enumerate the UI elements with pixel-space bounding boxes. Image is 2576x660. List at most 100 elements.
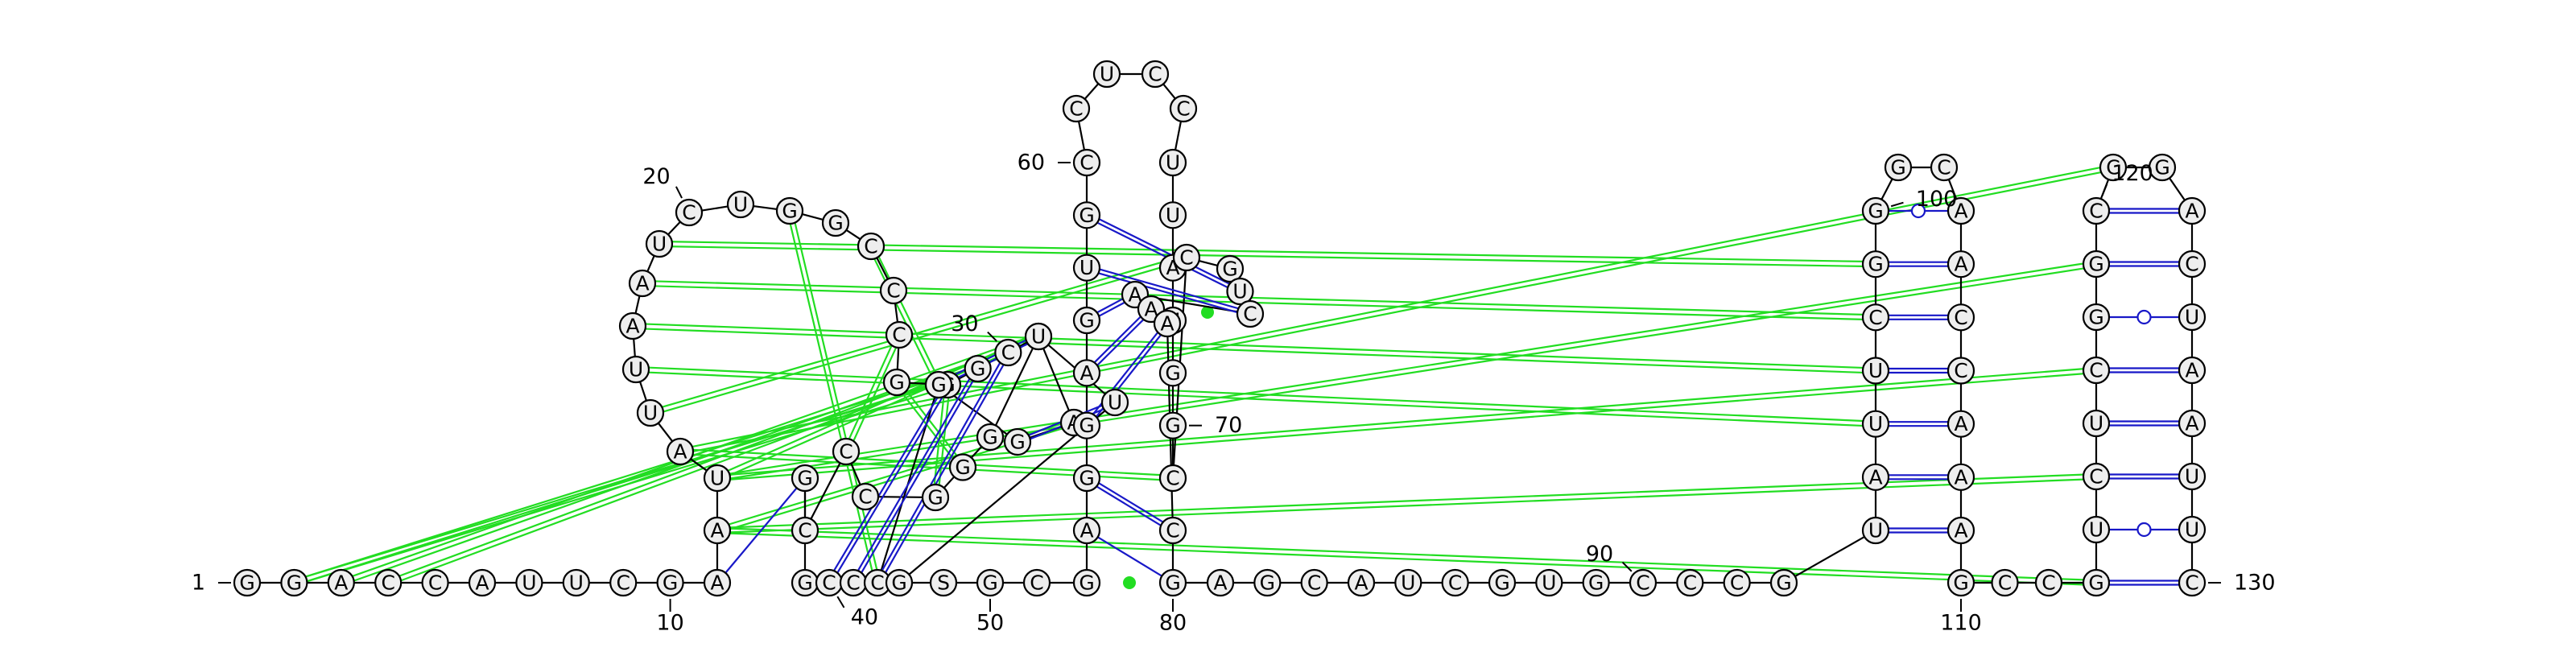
nucleotide-letter: C [682,201,696,225]
nucleotide: A [1347,568,1376,597]
nucleotide: G [791,568,819,597]
backbone-segment [850,463,861,485]
nucleotide-letter: C [1448,571,1462,595]
base-pair [1096,319,1145,366]
nucleotide-circle [1946,568,1975,597]
base-pair [1093,316,1141,364]
nucleotide-letter: C [870,571,884,595]
nucleotide-letter: U [2185,306,2199,329]
nucleotide-circle [1861,463,1890,491]
nucleotide: G [1488,568,1517,597]
wobble-pair-marker [2136,522,2152,538]
base-pair [836,396,943,574]
nucleotide-letter: C [1080,151,1093,175]
nucleotide-letter: G [663,571,678,595]
nucleotide-circle [1022,568,1051,597]
nucleotide-circle [1158,148,1187,177]
nucleotide-letter: C [2041,571,2055,595]
pseudoknot-marker [1123,576,1136,589]
nucleotide: C [374,568,402,597]
nucleotide: G [1158,359,1187,387]
backbone-segment [639,381,647,402]
nucleotide-circle [2082,568,2111,597]
nucleotide: G [1158,411,1187,439]
nucleotide: G [2082,303,2111,332]
backbone-segment [753,204,778,211]
nucleotide: U [1861,516,1890,545]
nucleotide-letter: U [710,467,724,490]
nucleotide-circle [2082,303,2111,332]
nucleotide-letter: G [1079,309,1094,332]
nucleotide-circle [1930,153,1959,182]
nucleotide-circle [2178,356,2207,385]
nucleotide-letter: U [1166,204,1180,227]
nucleotide-circle [1861,303,1890,332]
position-number: 60 [1018,151,1045,175]
nucleotide-circle [1072,464,1101,493]
nucleotide-circle [609,568,638,597]
nucleotide: A [327,568,355,597]
nucleotide-letter: C [886,279,900,303]
nucleotide-letter: G [2154,156,2169,179]
nucleotide: C [1861,303,1890,332]
nucleotide-circle [1861,196,1890,225]
nucleotide-letter: C [1307,571,1321,595]
nucleotide-letter: C [846,571,860,595]
nucleotide-letter: G [955,456,970,479]
nucleotide: A [1861,463,1890,491]
pseudoknot-link [672,241,1864,263]
nucleotide-circle [857,232,886,261]
nucleotide-letter: G [1868,253,1883,276]
pseudoknot-link [662,258,1174,408]
nucleotide-letter: G [2088,306,2103,329]
nucleotide: C [1300,568,1328,597]
nucleotide-circle [2178,250,2207,278]
nucleotide-letter: A [1213,571,1227,595]
nucleotide-circle [1861,516,1890,545]
nucleotide: C [1441,568,1469,597]
nucleotide-circle [515,568,543,597]
backbone-segment [802,213,824,221]
backbone-segment [970,446,983,459]
nucleotide-letter: C [798,519,811,542]
nucleotide: A [2178,409,2207,438]
position-number: 130 [2234,571,2276,596]
position-number: 20 [642,164,670,189]
nucleotide-letter: A [1144,298,1158,321]
nucleotide: A [628,269,657,298]
nucleotide-circle [1991,568,2019,597]
nucleotide-circle [636,398,665,427]
nucleotide-circle [2082,356,2111,385]
nucleotide: A [666,437,695,466]
nucleotide: G [791,464,819,493]
nucleotide-letter: G [1165,414,1180,437]
nucleotide-letter: C [1179,246,1193,270]
nucleotide: A [1946,196,1975,225]
backbone-segment [2169,177,2186,201]
nucleotide: G [1582,568,1610,597]
nucleotide-letter: U [1100,63,1114,86]
nucleotide: G [233,568,262,597]
nucleotide: C [863,568,892,597]
nucleotide-letter: A [475,571,489,595]
nucleotide-letter: C [822,571,836,595]
nucleotide-circle [976,423,1005,452]
nucleotide-letter: A [1954,200,1967,223]
nucleotide-letter: G [889,371,904,394]
nucleotide: G [1072,464,1101,493]
nucleotide: U [1024,322,1053,351]
base-pair [724,487,798,574]
nucleotide-circle [1347,568,1376,597]
nucleotide: C [1072,148,1101,177]
nucleotide-letter: U [1401,571,1415,595]
wobble-pair-marker [1910,203,1926,219]
nucleotide-letter: C [1954,306,1967,329]
nucleotide: C [1676,568,1704,597]
base-pair [885,364,1005,573]
nucleotide-circle [1946,516,1975,545]
nucleotide: A [703,568,732,597]
nucleotide-letter: A [635,272,649,295]
nucleotide-circle [2148,153,2177,182]
nucleotide-circle [791,516,819,545]
nucleotide-letter: U [522,571,536,595]
